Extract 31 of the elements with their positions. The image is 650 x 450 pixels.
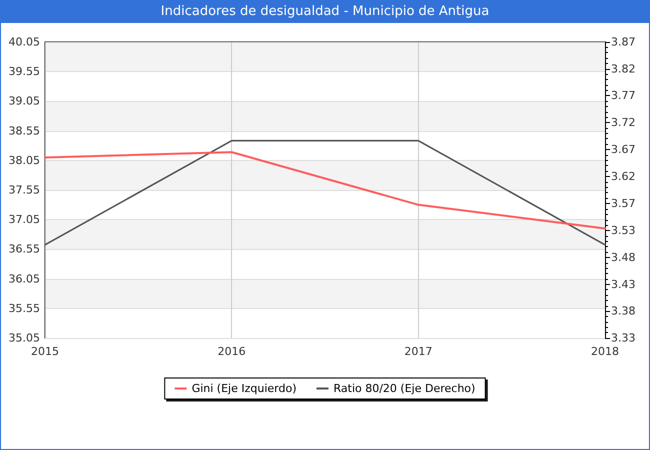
y-tick-label: 39.55 [8, 65, 40, 78]
y-tick-label: 39.05 [8, 94, 40, 108]
y-tick-label: 38.55 [8, 124, 40, 138]
x-tick-label: 2018 [591, 345, 619, 358]
y2-tick-label: 3.33 [611, 332, 636, 344]
y2-tick-label: 3.38 [611, 304, 636, 318]
line-series [44, 151, 606, 230]
y2-tick-label: 3.87 [611, 36, 636, 48]
x-tick-label: 2015 [31, 345, 59, 358]
x-tick-label: 2016 [218, 345, 246, 358]
y2-tick-label: 3.82 [611, 62, 636, 76]
y2-tick-label: 3.48 [611, 250, 636, 264]
legend-label: Gini (Eje Izquierdo) [192, 382, 296, 395]
y-tick-label: 35.55 [8, 302, 40, 315]
y2-tick-label: 3.53 [611, 224, 636, 238]
y2-tick-label: 3.72 [611, 116, 636, 130]
y-tick-label: 35.05 [8, 332, 40, 344]
y-tick-label: 36.55 [8, 242, 40, 256]
y2-tick-label: 3.43 [611, 278, 636, 291]
chart-title: Indicadores de desigualdad - Municipio de Antigua [1, 1, 649, 23]
legend-label: Ratio 80/20 (Eje Derecho) [333, 382, 476, 395]
x-tick-label: 2017 [404, 345, 432, 358]
y2-tick-label: 3.77 [611, 89, 636, 102]
y-tick-label: 37.55 [8, 184, 40, 196]
y-tick-label: 40.05 [8, 36, 40, 48]
y-tick-label: 38.05 [8, 154, 40, 167]
y2-tick-label: 3.62 [611, 170, 636, 183]
y-tick-label: 36.05 [8, 272, 40, 286]
y-tick-label: 37.05 [8, 213, 40, 226]
y2-tick-label: 3.67 [611, 142, 636, 156]
y2-tick-label: 3.57 [611, 197, 636, 210]
